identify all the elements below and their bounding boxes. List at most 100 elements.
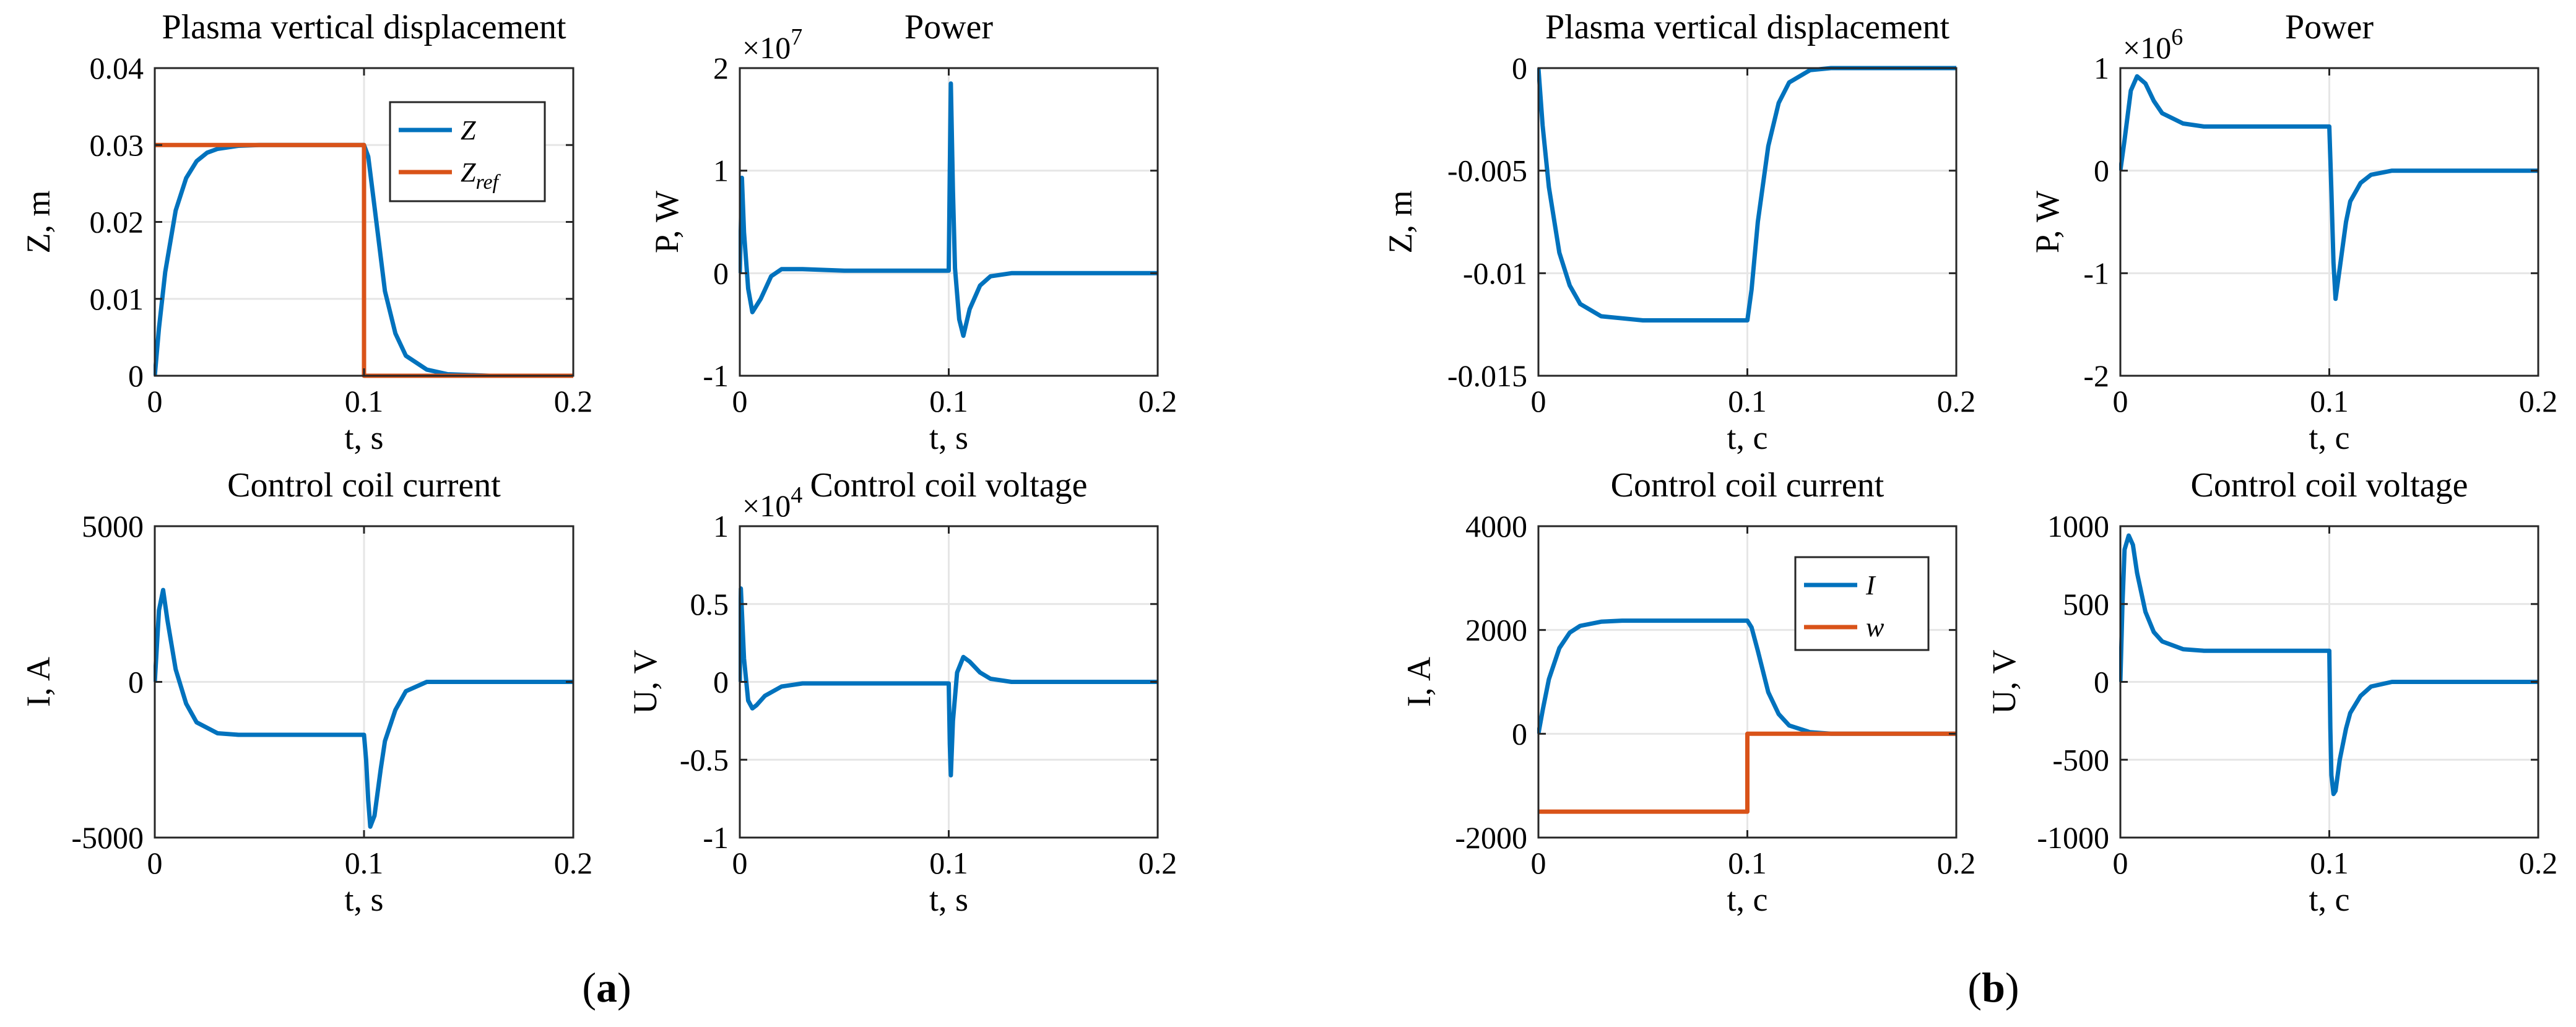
x-tick-label: 0.1 [1728,384,1767,418]
chart-title: Plasma vertical displacement [1545,8,1950,46]
x-tick-label: 0.2 [1138,846,1177,880]
y-tick-label: 5000 [82,509,144,544]
legend-entry: Z [461,115,476,145]
x-tick-label: 0 [732,846,748,880]
x-axis-label: t, c [2309,419,2350,456]
x-tick-label: 0.1 [929,846,968,880]
chart-title: Control coil voltage [2191,466,2468,505]
y-tick-label: 0 [2094,154,2109,188]
series-line-p [2119,74,2538,301]
chart-a4: 0 0.1 0.2 -1 -0.5 0 0.5 1 ×104 Control coil volta… [627,466,1177,918]
x-tick-label: 0.2 [1937,846,1976,880]
y-tick-label: -1 [2083,256,2109,290]
series-line-i [154,587,573,829]
legend-box [1794,556,1930,651]
chart-b2: 0 0.1 0.2 -2 -1 0 1 ×106 Power t, c P, W [2029,8,2557,456]
chart-title: Control coil current [227,466,501,505]
y-tick-label: 500 [2063,587,2109,622]
y-tick-label: 0 [2094,665,2109,700]
caption-b: (b) [1967,964,2019,1011]
y-tick-label: -2000 [1455,820,1527,855]
x-tick-label: 0 [2113,384,2128,418]
y-tick-label: 0 [128,358,144,393]
x-tick-label: 0 [1531,384,1546,418]
legend-entry-subscript: ref [475,171,501,194]
y-tick-label: -500 [2052,742,2109,777]
y-tick-label: 0 [713,256,729,290]
y-tick-label: -0.01 [1463,256,1527,290]
y-tick-label: 1 [713,154,729,188]
x-tick-label: 0.2 [1937,384,1976,418]
chart-a1: 0 0.1 0.2 0 0.01 0.02 0.03 0.04 Plasma vertical … [20,8,592,456]
y-tick-label: -1 [703,358,729,393]
series-line-w [1538,731,1956,814]
y-tick-label: -0.015 [1447,358,1527,393]
x-axis-label: t, s [929,419,968,456]
y-tick-label: 0 [128,665,144,700]
y-tick-label: 0 [713,665,729,700]
y-exponent-label: ×107 [742,24,802,65]
x-tick-label: 0.1 [1728,846,1767,880]
chart-b4: 0 0.1 0.2 -1000 -500 0 500 1000 Control coil vol… [1985,466,2557,918]
y-tick-label: 0 [1512,716,1527,751]
legend: Iw [1794,556,1930,651]
y-axis-label: I, A [1400,657,1438,707]
chart-title: Plasma vertical displacement [162,8,566,46]
legend-entry: I [1865,570,1876,600]
x-tick-label: 0.2 [554,384,593,418]
y-tick-label: 0.02 [90,205,144,240]
y-tick-label: 1 [2094,51,2109,85]
x-tick-label: 0 [147,846,163,880]
x-axis-label: t, s [344,881,383,918]
y-tick-label: 0.03 [90,128,144,162]
y-tick-label: 0.5 [690,587,729,622]
y-axis-label: P, W [648,191,685,253]
chart-title: Power [904,8,993,46]
y-tick-label: 0.04 [90,51,144,85]
y-tick-label: 0 [1512,51,1527,85]
legend-entry: w [1866,612,1884,643]
chart-b1: 0 0.1 0.2 -0.015 -0.01 -0.005 0 Plasma vertical… [1382,8,1975,456]
chart-title: Power [2285,8,2374,46]
y-tick-label: 2 [713,51,729,85]
x-tick-label: 0.2 [554,846,593,880]
y-tick-label: -0.005 [1447,154,1527,188]
series-line-p [739,81,1158,338]
y-tick-label: -2 [2083,358,2109,393]
y-tick-label: 2000 [1465,613,1527,648]
y-tick-label: 1 [713,509,729,544]
x-tick-label: 0.1 [345,384,384,418]
y-exponent-power: 7 [791,24,802,50]
y-axis-label: Z, m [1382,191,1419,254]
caption-a: (a) [582,964,631,1011]
y-exponent-label: ×106 [2123,24,2183,65]
x-tick-label: 0 [732,384,748,418]
x-tick-label: 0.1 [345,846,384,880]
y-axis-label: I, A [20,657,57,707]
y-tick-label: -1000 [2037,820,2109,855]
y-tick-label: 0.01 [90,282,144,316]
y-axis-label: Z, m [20,191,57,254]
y-tick-label: 1000 [2047,509,2109,544]
x-tick-label: 0.2 [2519,384,2558,418]
y-axis-label: P, W [2029,191,2066,253]
series-line-z [1537,66,1956,323]
y-exponent-power: 4 [791,482,802,508]
x-axis-label: t, c [2309,881,2350,918]
x-axis-label: t, s [929,881,968,918]
y-tick-label: -5000 [71,820,144,855]
x-tick-label: 0.2 [2519,846,2558,880]
y-axis-label: U, V [627,649,664,714]
y-exponent-label: ×104 [742,482,802,523]
y-exponent-power: 6 [2171,24,2183,50]
series-line-u [2119,533,2538,797]
x-tick-label: 0.2 [1138,384,1177,418]
y-tick-label: 4000 [1465,509,1527,544]
y-tick-label: -0.5 [680,742,729,777]
series-line-u [739,586,1158,778]
x-axis-label: t, s [344,419,383,456]
